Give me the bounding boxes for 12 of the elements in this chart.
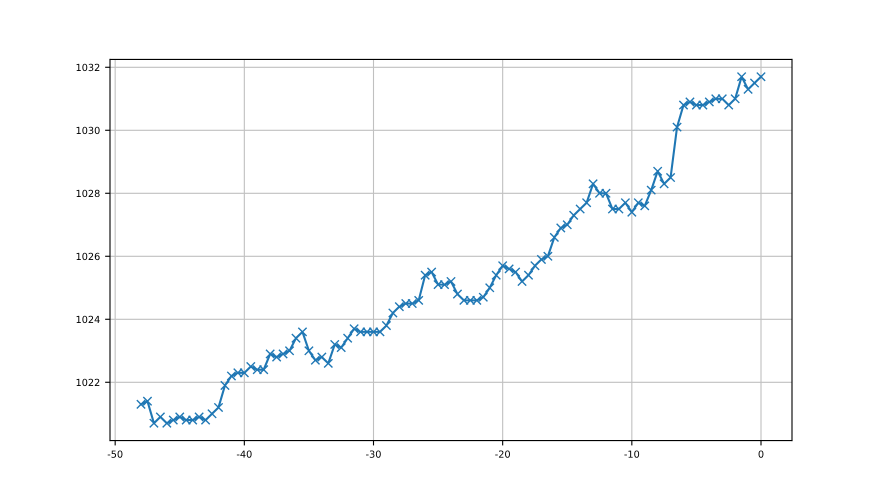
x-tick-label: -10: [624, 450, 640, 458]
y-tick-label: 1030: [76, 126, 100, 134]
y-tick-label: 1024: [76, 316, 100, 324]
y-tick-label: 1022: [76, 378, 100, 386]
x-tick-label: 0: [758, 450, 764, 458]
y-tick-label: 1028: [76, 190, 100, 198]
x-tick-label: -40: [236, 450, 252, 458]
x-tick-label: -20: [495, 450, 510, 458]
x-tick-label: -50: [108, 450, 122, 458]
y-tick-label: 1026: [76, 252, 100, 260]
x-tick-label: -30: [366, 450, 381, 458]
y-tick-label: 1032: [76, 64, 100, 72]
